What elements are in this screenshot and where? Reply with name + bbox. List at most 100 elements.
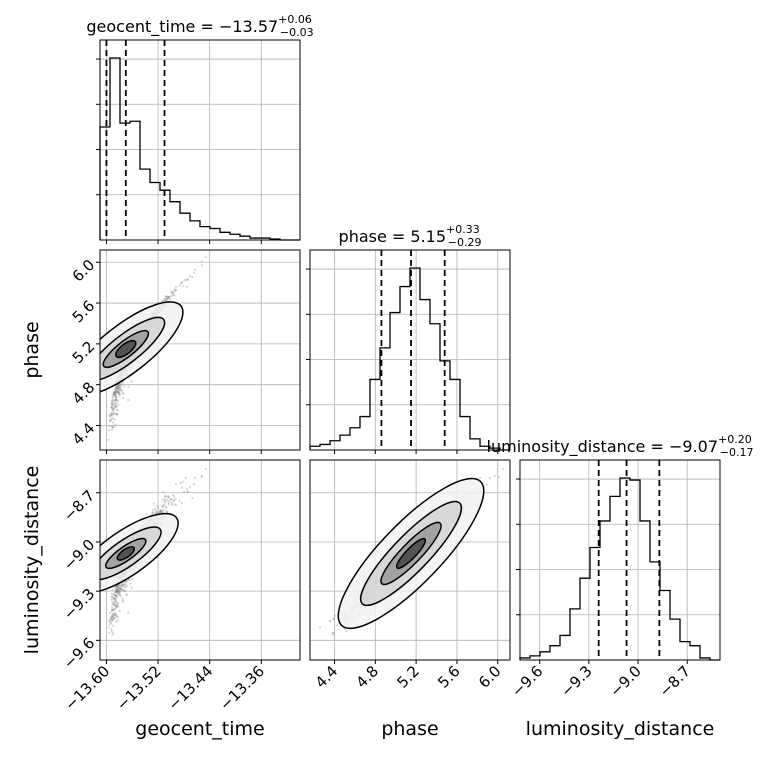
sample-point xyxy=(156,504,159,507)
sample-point xyxy=(502,467,505,471)
sample-point xyxy=(114,589,117,593)
sample-point xyxy=(116,385,119,388)
sample-point xyxy=(112,603,115,606)
panel-grid xyxy=(520,460,720,660)
sample-point xyxy=(113,393,117,396)
sample-point xyxy=(116,603,120,606)
sample-point xyxy=(115,588,118,591)
sample-point xyxy=(112,402,115,405)
sample-point xyxy=(175,503,178,507)
x-tick-label: 6.0 xyxy=(475,662,505,692)
sample-point xyxy=(111,421,114,424)
sample-point xyxy=(115,594,118,598)
sample-point xyxy=(170,290,173,293)
sample-point xyxy=(118,392,121,395)
title-sup: +0.20 xyxy=(718,433,752,446)
sample-point xyxy=(116,387,119,390)
sample-point xyxy=(334,614,337,617)
sample-point xyxy=(173,499,176,502)
sample-point xyxy=(117,589,120,593)
sample-point xyxy=(113,608,116,611)
sample-point xyxy=(118,391,121,394)
sample-point xyxy=(345,629,348,633)
sample-point xyxy=(151,511,154,514)
sample-point xyxy=(118,394,121,397)
sample-point xyxy=(120,588,123,592)
panel-grid xyxy=(100,40,300,240)
sample-point xyxy=(122,600,125,603)
sample-point xyxy=(164,494,167,498)
sample-point xyxy=(157,506,160,509)
sample-point xyxy=(328,619,331,622)
sample-point xyxy=(112,593,115,596)
sample-point xyxy=(155,510,158,513)
sample-point xyxy=(110,405,113,408)
sample-point xyxy=(111,402,114,406)
x-tick-label: −13.44 xyxy=(165,662,217,714)
sample-point xyxy=(145,512,149,516)
sample-point xyxy=(114,606,117,610)
sample-point xyxy=(118,385,121,389)
sample-point xyxy=(118,593,121,597)
sample-point xyxy=(110,608,114,611)
x-tick-label: −9.0 xyxy=(606,662,644,700)
sample-point xyxy=(110,413,113,417)
sample-point xyxy=(110,417,113,420)
sample-point xyxy=(115,590,118,594)
sample-point xyxy=(109,419,112,422)
sample-point xyxy=(117,387,120,390)
sample-point xyxy=(113,597,116,600)
sample-point xyxy=(160,510,163,513)
sample-point xyxy=(115,590,118,594)
sample-point xyxy=(112,603,115,606)
sample-point xyxy=(112,616,115,619)
sample-point xyxy=(151,512,154,515)
sample-point xyxy=(116,386,120,389)
sample-point xyxy=(159,509,162,512)
sample-point xyxy=(173,294,176,297)
sample-point xyxy=(112,408,115,411)
x-tick-label: 5.6 xyxy=(434,662,464,692)
sample-point xyxy=(114,388,117,391)
sample-point xyxy=(127,385,130,388)
title-sub: −0.17 xyxy=(720,446,754,459)
sample-point xyxy=(123,385,126,388)
sample-point xyxy=(115,385,118,388)
sample-point xyxy=(112,608,115,611)
sample-point xyxy=(117,390,120,393)
sample-point xyxy=(167,295,170,299)
sample-point xyxy=(188,485,192,489)
sample-point xyxy=(110,406,113,409)
sample-point xyxy=(113,407,116,410)
sample-point xyxy=(124,589,127,592)
panel-luminosity_distance-hist: −9.6 −9.3 −9.0 −8.7 xyxy=(508,459,721,701)
sample-point xyxy=(115,404,118,407)
sample-point xyxy=(112,612,115,615)
y-tick-label: 6.0 xyxy=(69,256,99,286)
sample-point xyxy=(497,475,500,479)
sample-point xyxy=(160,509,163,512)
sample-point xyxy=(116,413,119,416)
title-sub: −0.03 xyxy=(280,26,314,39)
panel-grid xyxy=(100,460,300,660)
sample-point xyxy=(115,585,118,588)
sample-point xyxy=(108,419,112,422)
sample-point xyxy=(180,281,184,284)
sample-point xyxy=(118,388,121,391)
sample-point xyxy=(170,497,173,501)
sample-point xyxy=(115,589,118,592)
sample-point xyxy=(204,255,207,258)
x-axis-label-geocent_time: geocent_time xyxy=(135,718,264,740)
sample-point xyxy=(113,405,116,408)
sample-point xyxy=(336,624,339,627)
y-tick-label: 5.2 xyxy=(69,338,99,368)
sample-point xyxy=(116,391,119,394)
sample-point xyxy=(109,611,112,615)
sample-point xyxy=(127,611,130,614)
sample-point xyxy=(115,394,118,398)
sample-point xyxy=(118,392,121,396)
sample-point xyxy=(114,600,117,603)
sample-point xyxy=(167,503,170,506)
sample-point xyxy=(200,260,203,263)
sample-point xyxy=(154,511,157,514)
